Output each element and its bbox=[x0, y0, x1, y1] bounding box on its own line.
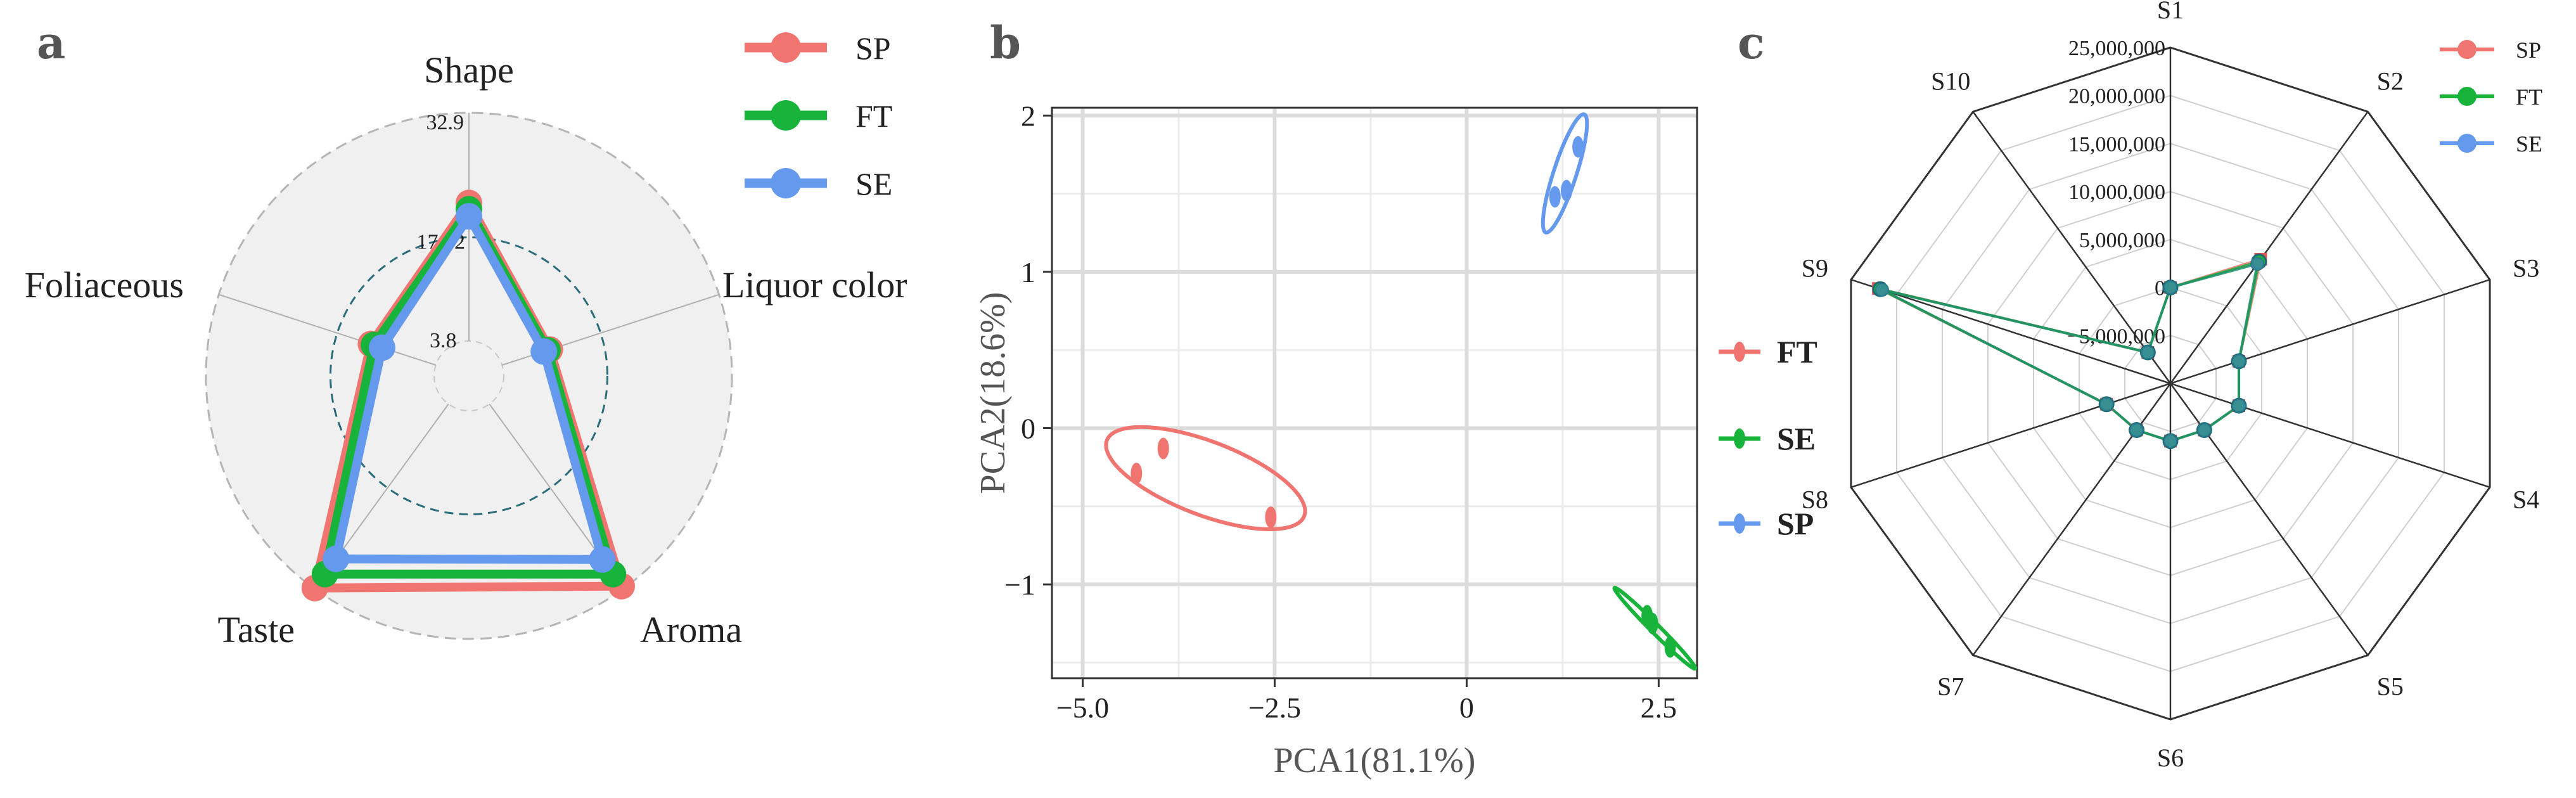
x-tick-label: −5.0 bbox=[1056, 692, 1109, 724]
legend-b-marker bbox=[1734, 513, 1745, 534]
y-tick-label: 2 bbox=[1021, 100, 1035, 132]
data-point bbox=[1572, 136, 1584, 158]
radar-a-ring-label: 3.8 bbox=[430, 329, 457, 352]
legend-a-marker bbox=[771, 168, 801, 198]
radar-c-axis-label: S6 bbox=[2157, 743, 2184, 772]
radar-c-marker-se bbox=[2163, 434, 2177, 448]
radar-c-marker-se bbox=[2197, 423, 2212, 437]
legend-b-marker bbox=[1734, 342, 1745, 362]
radar-c-axis-label: S7 bbox=[1937, 672, 1964, 700]
radar-a-axis-label: Foliaceous bbox=[25, 264, 184, 306]
radar-c-axis-label: S10 bbox=[1931, 67, 1970, 96]
legend-a-label: SE bbox=[855, 166, 892, 202]
radar-a-point bbox=[323, 545, 350, 572]
radar-c-marker-se bbox=[2099, 397, 2114, 411]
radar-c-marker-se bbox=[2250, 257, 2265, 271]
radar-a-mid-ring bbox=[329, 236, 609, 516]
x-tick-label: 2.5 bbox=[1641, 692, 1677, 724]
panel-b-letter: b bbox=[990, 16, 1021, 69]
radar-a-axis-label: Shape bbox=[424, 49, 514, 91]
radar-a-series-line bbox=[331, 212, 607, 564]
radar-c-spoke bbox=[2169, 111, 2369, 384]
radar-c-axis-label: S4 bbox=[2513, 485, 2539, 513]
radar-c-ring-label: 15,000,000 bbox=[2068, 132, 2165, 156]
y-tick-label: 1 bbox=[1021, 256, 1035, 288]
legend-b-label: SE bbox=[1777, 421, 1816, 456]
radar-a-point bbox=[530, 338, 558, 365]
radar-c-marker-se bbox=[2232, 399, 2246, 413]
radar-c-marker-se bbox=[2129, 423, 2144, 437]
data-point bbox=[1549, 186, 1561, 208]
radar-chart-c: −5,000,00005,000,00010,000,00015,000,000… bbox=[1802, 0, 2542, 772]
radar-a-point bbox=[456, 203, 482, 230]
radar-c-ring-label: 10,000,000 bbox=[2068, 181, 2165, 204]
pca-scatter-b: −5.0 −2.5 0 2.5 −1 0 1 2 PCA1(81.1%) PCA2(18.6%) F… bbox=[973, 100, 1817, 780]
data-point bbox=[1265, 506, 1277, 529]
plot-border bbox=[1051, 106, 1698, 679]
radar-c-marker-se bbox=[1874, 283, 1889, 297]
x-tick-label: −2.5 bbox=[1248, 692, 1301, 724]
data-point bbox=[1560, 179, 1572, 202]
radar-a-point bbox=[589, 546, 616, 573]
legend-a-marker bbox=[771, 100, 801, 131]
data-point bbox=[1664, 636, 1676, 658]
legend-c-marker bbox=[2457, 40, 2477, 59]
legend-a-label: SP bbox=[855, 30, 891, 66]
radar-c-axis-label: S2 bbox=[2377, 67, 2404, 96]
radar-a-axis-label: Aroma bbox=[640, 609, 742, 650]
x-axis-title: PCA1(81.1%) bbox=[1274, 741, 1476, 780]
radar-c-ring-label: 0 bbox=[2155, 277, 2165, 300]
data-point bbox=[1157, 437, 1169, 460]
radar-c-series-line bbox=[1881, 262, 2259, 442]
radar-c-spoke bbox=[1850, 382, 2171, 488]
confidence-ellipse bbox=[1541, 112, 1589, 235]
y-tick-label: 0 bbox=[1021, 412, 1035, 444]
radar-a-axis-label: Liquor color bbox=[722, 264, 907, 306]
radar-c-axis-label: S1 bbox=[2157, 0, 2184, 24]
radar-c-marker-se bbox=[2232, 354, 2246, 368]
radar-c-marker-se bbox=[2141, 345, 2155, 359]
radar-c-axis-label: S3 bbox=[2513, 254, 2539, 283]
radar-c-spoke bbox=[2170, 382, 2490, 488]
data-point bbox=[1131, 462, 1143, 484]
radar-a-point bbox=[368, 334, 395, 361]
radar-a-axis-label: Taste bbox=[217, 609, 295, 650]
radar-c-ring-label: 20,000,000 bbox=[2068, 85, 2165, 108]
radar-c-axis-label: S9 bbox=[1802, 254, 1828, 283]
legend-c-label: SE bbox=[2516, 131, 2542, 157]
y-axis-title: PCA2(18.6%) bbox=[973, 292, 1013, 494]
legend-b-label: FT bbox=[1777, 334, 1817, 370]
legend-c-label: SP bbox=[2516, 37, 2541, 63]
legend-a-marker bbox=[771, 32, 801, 63]
radar-c-ring-label: 5,000,000 bbox=[2079, 229, 2165, 252]
y-tick-label: −1 bbox=[1004, 569, 1035, 601]
radar-a-spoke bbox=[219, 293, 437, 366]
data-point bbox=[1646, 612, 1658, 634]
legend-b-label: SP bbox=[1777, 506, 1814, 541]
radar-c-spoke bbox=[2170, 279, 2490, 385]
radar-c-axis-label: S8 bbox=[1802, 485, 1828, 513]
legend-c-marker bbox=[2457, 134, 2477, 153]
radar-c-axis-label: S5 bbox=[2377, 672, 2404, 700]
radar-c-spoke bbox=[1972, 111, 2172, 384]
radar-c-marker-se bbox=[2163, 280, 2177, 295]
panel-c-letter: c bbox=[1738, 16, 1765, 69]
panel-a-letter: a bbox=[37, 16, 65, 69]
legend-b-marker bbox=[1734, 428, 1745, 449]
legend-c-marker bbox=[2457, 87, 2477, 106]
radar-c-ring-label: 25,000,000 bbox=[2068, 37, 2165, 60]
legend-a-label: FT bbox=[855, 98, 892, 134]
x-tick-label: 0 bbox=[1459, 692, 1474, 724]
confidence-ellipse bbox=[1104, 425, 1307, 532]
radar-a-ring-label: 32.9 bbox=[426, 111, 465, 134]
legend-c-label: FT bbox=[2516, 84, 2542, 110]
radar-c-spoke bbox=[1850, 279, 2171, 385]
